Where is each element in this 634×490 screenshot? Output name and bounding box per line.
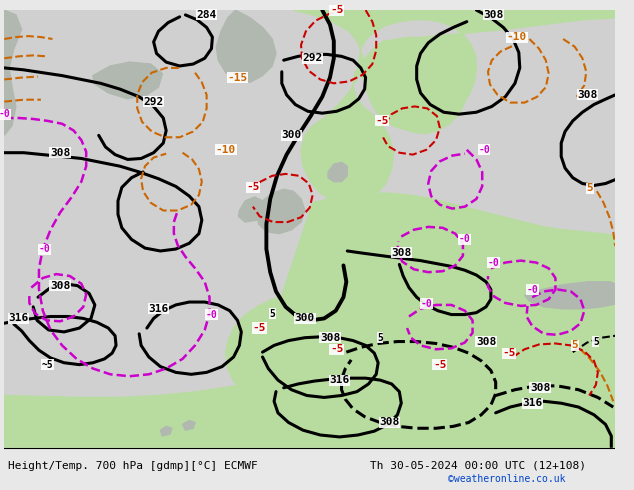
Text: 308: 308 [380,417,400,427]
Text: 316: 316 [522,398,543,408]
Text: -10: -10 [507,32,527,42]
Polygon shape [4,10,22,135]
Text: -5: -5 [330,344,344,354]
Polygon shape [4,376,615,448]
Polygon shape [183,420,195,430]
Text: -0: -0 [526,285,538,294]
Text: 284: 284 [197,10,217,20]
Polygon shape [93,62,162,99]
Text: 316: 316 [9,314,29,323]
Text: 308: 308 [530,383,550,393]
Text: -0: -0 [0,109,10,119]
Polygon shape [160,426,172,436]
Text: 5: 5 [377,333,383,343]
Text: 308: 308 [320,333,340,343]
Text: 308: 308 [50,281,70,291]
Text: 308: 308 [50,147,70,158]
Text: 292: 292 [302,53,323,63]
Text: 316: 316 [330,375,350,385]
Text: Height/Temp. 700 hPa [gdmp][°C] ECMWF: Height/Temp. 700 hPa [gdmp][°C] ECMWF [8,461,258,471]
Polygon shape [238,197,262,222]
Text: Th 30-05-2024 00:00 UTC (12+108): Th 30-05-2024 00:00 UTC (12+108) [370,461,586,471]
Text: -0: -0 [488,258,500,268]
Text: ©weatheronline.co.uk: ©weatheronline.co.uk [448,474,565,484]
Text: -5: -5 [253,323,266,333]
Polygon shape [328,162,347,182]
Text: ~5: ~5 [42,360,53,369]
Text: 308: 308 [484,10,504,20]
Text: 5: 5 [593,337,599,346]
Text: -10: -10 [216,145,236,155]
Text: -0: -0 [478,145,490,155]
Polygon shape [524,282,615,309]
Text: -5: -5 [433,360,446,369]
Text: 308: 308 [577,90,597,100]
Text: 308: 308 [476,337,496,346]
Text: 316: 316 [148,304,169,314]
Text: -15: -15 [228,73,248,82]
Text: 292: 292 [143,97,164,107]
Polygon shape [257,189,305,234]
Polygon shape [281,365,365,416]
Text: -0: -0 [420,299,432,309]
Text: 5: 5 [269,309,275,318]
Polygon shape [216,10,276,82]
Text: 300: 300 [281,130,302,140]
Text: -5: -5 [246,182,260,193]
Text: 300: 300 [295,314,315,323]
Bar [4,448,615,482]
Text: -5: -5 [502,348,516,358]
Text: -0: -0 [205,310,217,319]
Text: 308: 308 [391,248,411,258]
Polygon shape [294,10,615,205]
Text: 5: 5 [586,183,593,194]
Text: -0: -0 [39,244,51,254]
Text: 5: 5 [571,341,578,350]
Text: -5: -5 [375,116,389,126]
Text: -5: -5 [330,5,344,15]
Polygon shape [255,330,376,411]
Polygon shape [226,193,615,448]
Text: -0: -0 [459,234,470,245]
